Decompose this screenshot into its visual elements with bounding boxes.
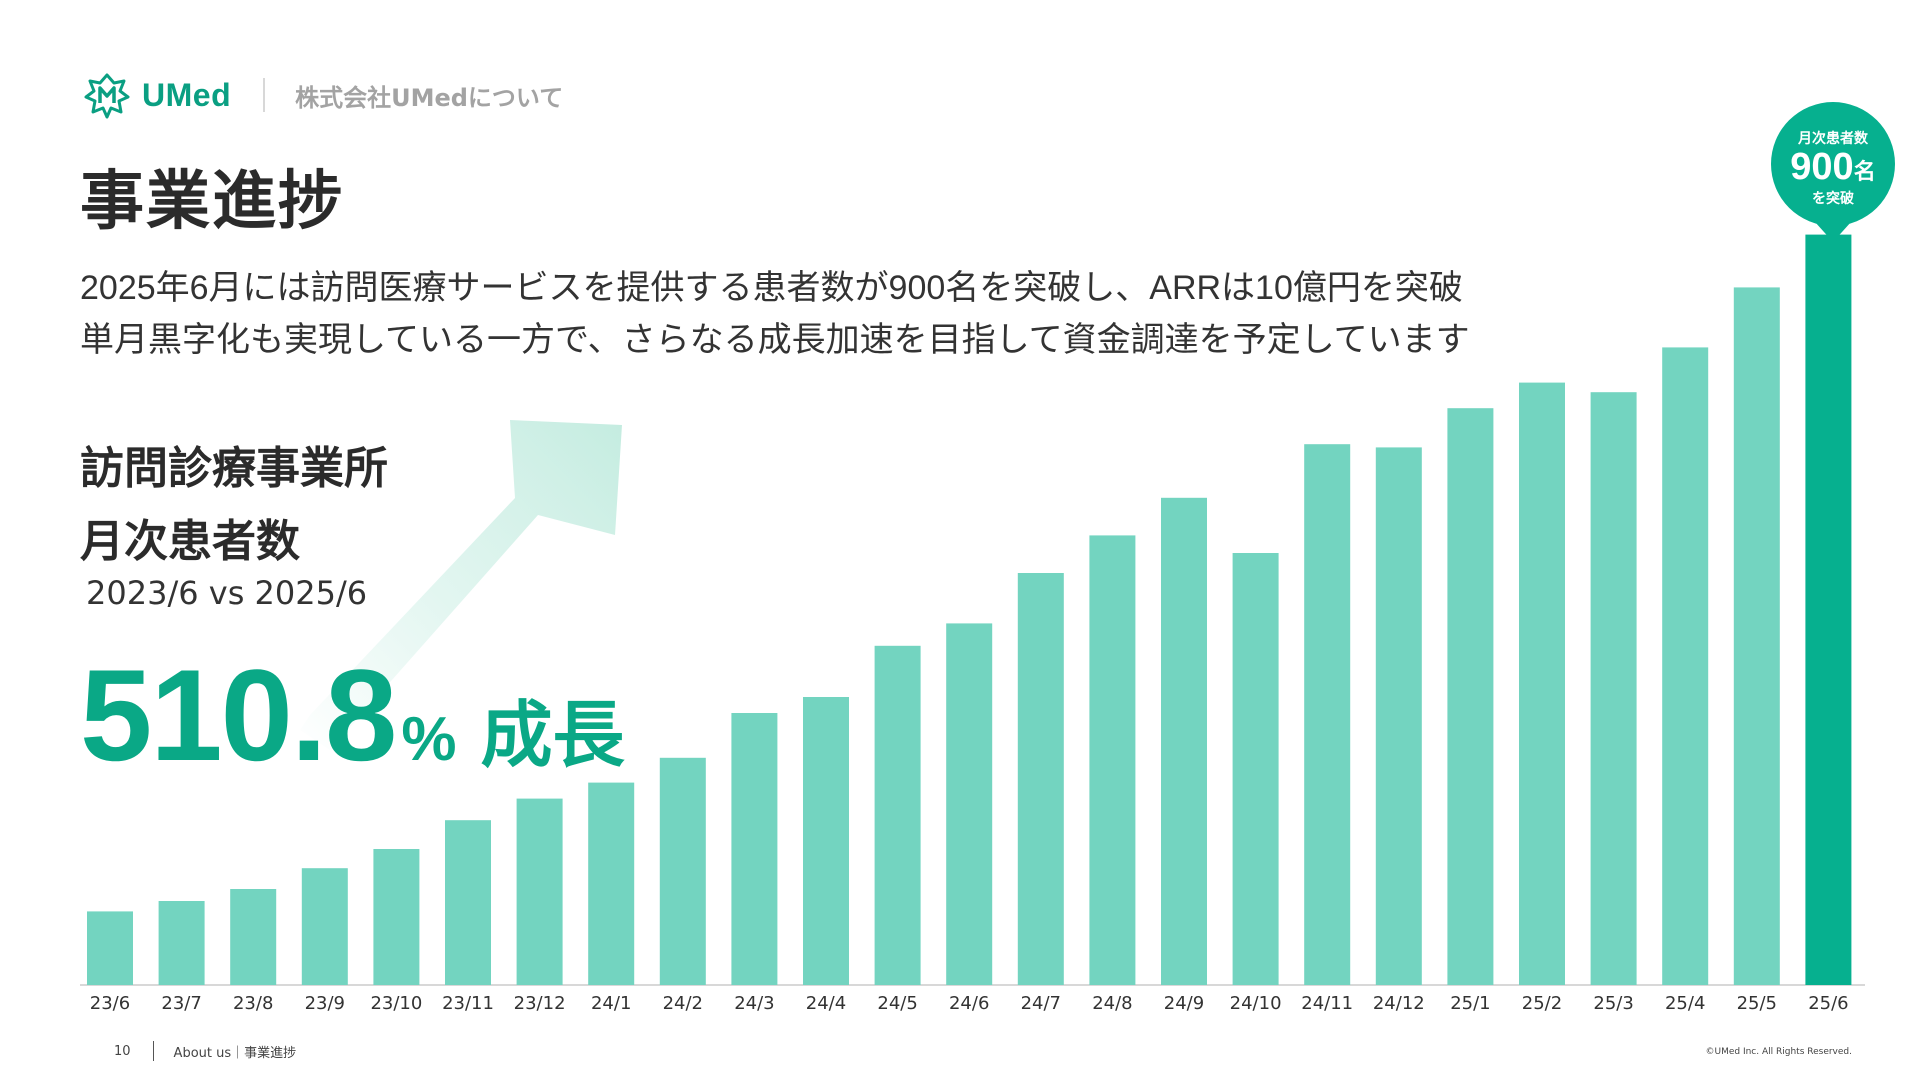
bar-25-2 <box>1519 382 1565 986</box>
brand-name: UMed <box>142 76 232 113</box>
page-title: 事業進捗 <box>80 165 344 239</box>
slide-footer: 10 About us｜事業進捗 <box>114 1040 296 1062</box>
kpi-growth-unit: % <box>401 705 457 774</box>
badge-pointer <box>1815 222 1851 242</box>
x-tick-label: 24/11 <box>1301 993 1353 1014</box>
badge-unit: 名 <box>1853 160 1876 185</box>
x-tick-label: 25/3 <box>1593 993 1633 1014</box>
bar-25-4 <box>1662 347 1709 985</box>
bar-23-9 <box>301 868 348 985</box>
badge-label: 月次患者数 <box>1798 131 1868 147</box>
lead-text: 2025年6月には訪問医療サービスを提供する患者数が900名を突破し、ARRは1… <box>80 262 1470 366</box>
bar-24-1 <box>588 782 635 985</box>
kpi-growth-word: 成長 <box>480 693 625 777</box>
bar-24-8 <box>1089 535 1136 985</box>
x-tick-label: 24/4 <box>806 993 846 1014</box>
bar-24-11 <box>1304 444 1351 985</box>
slide-header: UMed 株式会社UMedについて <box>80 70 563 120</box>
x-tick-label: 24/2 <box>663 993 703 1014</box>
x-tick-label: 23/11 <box>442 993 494 1014</box>
footer-section: About us｜事業進捗 <box>173 1045 297 1061</box>
growth-arrow <box>300 420 622 750</box>
copyright: ©UMed Inc. All Rights Reserved. <box>1705 1047 1852 1057</box>
bar-24-2 <box>659 757 706 985</box>
x-tick-label: 24/5 <box>877 993 917 1014</box>
x-tick-label: 23/10 <box>370 993 422 1014</box>
bar-24-10 <box>1232 553 1279 985</box>
x-tick-label: 24/8 <box>1092 993 1132 1014</box>
x-tick-label: 24/1 <box>591 993 631 1014</box>
umed-logo-icon <box>84 73 130 119</box>
badge-suffix: を突破 <box>1812 191 1854 207</box>
bar-24-12 <box>1375 447 1422 985</box>
bar-25-1 <box>1447 408 1494 985</box>
bar-23-6 <box>87 911 133 985</box>
lead-line-1: 2025年6月には訪問医療サービスを提供する患者数が900名を突破し、ARRは1… <box>80 269 1463 307</box>
bar-25-5 <box>1733 287 1780 985</box>
kpi-label-line2: 月次患者数 <box>80 516 300 567</box>
x-tick-label: 23/12 <box>514 993 566 1014</box>
x-tick-label: 23/9 <box>305 993 345 1014</box>
umed-logo: UMed <box>80 70 231 120</box>
lead-line-2: 単月黒字化も実現している一方で、さらなる成長加速を目指して資金調達を予定していま… <box>80 321 1470 359</box>
bar-24-5 <box>874 645 921 985</box>
x-tick-label: 23/6 <box>90 993 130 1014</box>
x-tick-label: 24/9 <box>1164 993 1204 1014</box>
x-tick-label: 25/1 <box>1450 993 1490 1014</box>
section-title: 株式会社UMedについて <box>295 83 564 112</box>
bar-24-9 <box>1161 497 1207 985</box>
x-tick-label: 25/4 <box>1665 993 1705 1014</box>
x-tick-label: 25/5 <box>1737 993 1777 1014</box>
bar-23-7 <box>158 901 205 985</box>
bar-24-4 <box>803 697 849 985</box>
x-tick-label: 25/6 <box>1808 993 1848 1014</box>
x-tick-label: 24/7 <box>1021 993 1061 1014</box>
bar-24-7 <box>1017 573 1064 985</box>
bar-24-3 <box>731 713 778 985</box>
x-tick-label: 24/10 <box>1230 993 1282 1014</box>
bar-25-6 <box>1805 234 1852 986</box>
milestone-badge: 月次患者数 900名 を突破 <box>1771 102 1895 226</box>
page-number: 10 <box>114 1043 131 1059</box>
x-tick-label: 23/7 <box>161 993 201 1014</box>
x-tick-label: 25/2 <box>1522 993 1562 1014</box>
bar-23-10 <box>373 849 420 985</box>
bar-23-12 <box>516 798 563 985</box>
bar-25-3 <box>1590 392 1637 985</box>
x-tick-label: 24/12 <box>1373 993 1425 1014</box>
bar-23-11 <box>445 820 491 985</box>
footer-divider <box>152 1041 154 1061</box>
kpi-comparison-period: 2023/6 vs 2025/6 <box>86 574 368 612</box>
badge-value: 900名 <box>1771 146 1895 189</box>
kpi-label-line1: 訪問診療事業所 <box>80 443 388 494</box>
x-tick-label: 23/8 <box>233 993 273 1014</box>
badge-number: 900 <box>1790 146 1854 188</box>
kpi-value: 510.8 % 成長 <box>80 640 624 790</box>
bar-24-6 <box>946 623 993 985</box>
bar-23-8 <box>230 889 277 985</box>
x-tick-label: 24/3 <box>734 993 774 1014</box>
header-divider <box>263 78 266 112</box>
x-tick-label: 24/6 <box>949 993 989 1014</box>
kpi-growth-number: 510.8 <box>80 642 397 788</box>
